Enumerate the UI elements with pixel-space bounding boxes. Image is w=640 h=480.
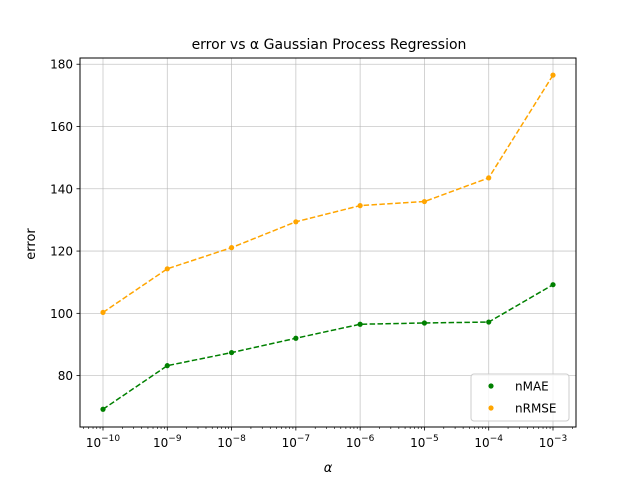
series-line-nrmse bbox=[102, 74, 554, 314]
plot-frame bbox=[79, 57, 577, 428]
series-line-nmae bbox=[102, 284, 554, 410]
data-point-nmae bbox=[164, 363, 170, 369]
data-point-nmae bbox=[421, 320, 428, 326]
x-tick-label: 10−6 bbox=[346, 434, 375, 450]
x-tick-label: 10−8 bbox=[217, 434, 246, 450]
axes: 10−10 10−9 10−8 10−7 10−6 10−5 10−4 10−3 80 100 12… bbox=[50, 57, 577, 450]
data-point-nrmse bbox=[357, 203, 363, 209]
data-point-nrmse bbox=[164, 266, 170, 272]
legend: nMAE nRMSE bbox=[470, 373, 570, 422]
x-tick-label: 10−10 bbox=[86, 434, 121, 450]
legend-label-nrmse: nRMSE bbox=[515, 402, 557, 416]
data-point-nmae bbox=[357, 321, 363, 327]
x-tick-label: 10−4 bbox=[474, 434, 503, 450]
legend-marker-nrmse bbox=[488, 405, 494, 411]
data-point-nmae bbox=[486, 319, 492, 325]
data-point-nrmse bbox=[550, 72, 556, 78]
x-tick-label: 10−5 bbox=[410, 434, 439, 450]
x-axis-label: α bbox=[324, 461, 333, 476]
data-point-nmae bbox=[100, 406, 106, 412]
y-tick-label: 140 bbox=[50, 182, 73, 196]
y-tick-label: 160 bbox=[50, 120, 73, 134]
legend-box bbox=[470, 373, 570, 422]
data-point-nrmse bbox=[421, 198, 428, 205]
x-tick-label: 10−3 bbox=[539, 434, 568, 450]
grid bbox=[80, 58, 576, 427]
data-point-nmae bbox=[293, 335, 299, 341]
y-tick-label: 100 bbox=[50, 307, 73, 321]
data-point-nrmse bbox=[228, 245, 235, 251]
series bbox=[100, 72, 556, 412]
x-tick-label: 10−9 bbox=[153, 434, 182, 450]
data-point-nmae bbox=[228, 349, 235, 356]
legend-label-nmae: nMAE bbox=[515, 380, 549, 394]
x-tick-label: 10−7 bbox=[282, 434, 311, 450]
y-tick-label: 120 bbox=[50, 245, 73, 259]
y-tick-label: 180 bbox=[50, 58, 73, 72]
y-tick-label: 80 bbox=[58, 369, 73, 383]
data-point-nrmse bbox=[293, 219, 299, 225]
data-point-nrmse bbox=[100, 309, 106, 316]
data-point-nrmse bbox=[486, 175, 492, 181]
data-point-nmae bbox=[550, 282, 556, 288]
legend-marker-nmae bbox=[488, 383, 494, 389]
chart-title: error vs α Gaussian Process Regression bbox=[192, 37, 467, 53]
y-axis-label: error bbox=[24, 228, 39, 260]
